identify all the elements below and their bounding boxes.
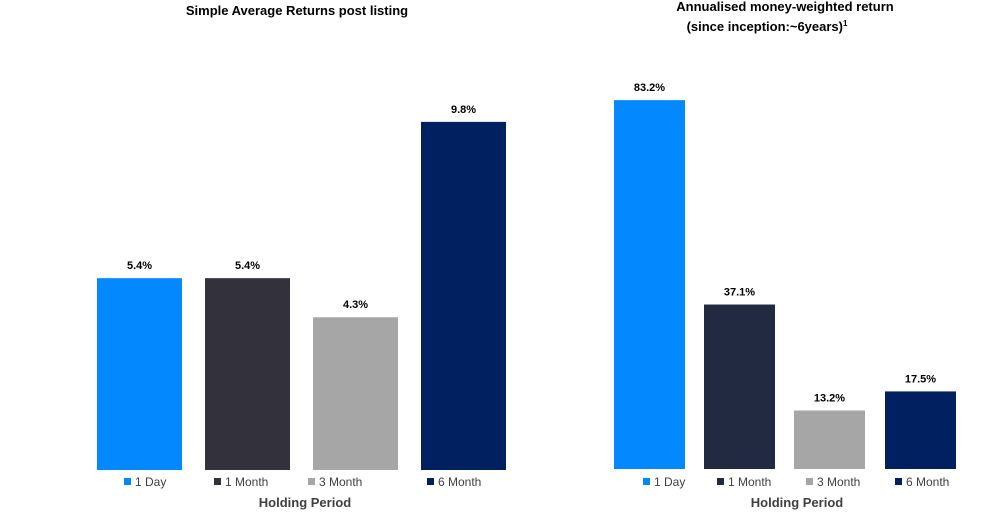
chart-right-x-axis-label: Holding Period xyxy=(751,495,844,510)
chart-left-data-labels: 5.4% 5.4% 4.3% 9.8% xyxy=(127,104,476,311)
chart-left: Simple Average Returns post listing 5.4%… xyxy=(97,3,506,510)
chart-right-legend-swatch-3-month xyxy=(806,478,813,485)
chart-right: Annualised money-weighted return (since … xyxy=(614,0,956,510)
chart-left-bar-3-month xyxy=(313,317,398,470)
chart-right-legend-label-6-month: 6 Month xyxy=(906,475,949,489)
chart-right-legend-label-3-month: 3 Month xyxy=(817,475,860,489)
chart-right-bars xyxy=(614,100,956,469)
chart-left-bar-1-day xyxy=(97,278,182,470)
chart-right-title: Annualised money-weighted return xyxy=(676,0,893,14)
chart-right-subtitle-footnote: 1 xyxy=(843,19,848,28)
chart-right-legend-label-1-day: 1 Day xyxy=(654,475,685,489)
chart-right-legend-swatch-6-month xyxy=(895,478,902,485)
chart-left-legend: 1 Day 1 Month 3 Month 6 Month xyxy=(124,475,481,489)
chart-right-bar-3-month xyxy=(794,410,865,469)
chart-left-x-axis-label: Holding Period xyxy=(259,495,352,510)
chart-left-bar-6-month xyxy=(421,121,506,470)
chart-left-legend-swatch-1-month xyxy=(214,478,221,485)
chart-right-data-label-1-day: 83.2% xyxy=(634,82,665,94)
chart-right-subtitle-line: (since inception:~6years)1 xyxy=(687,19,848,34)
chart-right-data-label-6-month: 17.5% xyxy=(905,373,936,385)
chart-right-bar-1-month xyxy=(704,304,775,469)
chart-left-legend-label-3-month: 3 Month xyxy=(319,475,362,489)
chart-left-data-label-6-month: 9.8% xyxy=(451,104,476,116)
chart-right-bar-6-month xyxy=(885,391,956,469)
chart-right-legend: 1 Day 1 Month 3 Month 6 Month xyxy=(643,475,949,489)
chart-left-legend-label-6-month: 6 Month xyxy=(438,475,481,489)
chart-left-legend-swatch-6-month xyxy=(427,478,434,485)
chart-right-legend-label-1-month: 1 Month xyxy=(728,475,771,489)
chart-left-data-label-3-month: 4.3% xyxy=(343,299,368,311)
chart-right-data-label-1-month: 37.1% xyxy=(724,287,755,299)
chart-right-subtitle: (since inception:~6years) xyxy=(687,19,843,34)
chart-right-data-label-3-month: 13.2% xyxy=(814,392,845,404)
chart-left-legend-swatch-1-day xyxy=(124,478,131,485)
chart-left-legend-label-1-month: 1 Month xyxy=(225,475,268,489)
chart-left-bar-1-month xyxy=(205,278,290,470)
chart-left-bars xyxy=(97,121,506,470)
chart-left-legend-swatch-3-month xyxy=(308,478,315,485)
chart-right-data-labels: 83.2% 37.1% 13.2% 17.5% xyxy=(634,82,936,404)
chart-right-bar-1-day xyxy=(614,100,685,469)
chart-left-data-label-1-month: 5.4% xyxy=(235,260,260,272)
chart-right-legend-swatch-1-day xyxy=(643,478,650,485)
chart-left-legend-label-1-day: 1 Day xyxy=(135,475,166,489)
chart-left-title: Simple Average Returns post listing xyxy=(186,3,408,18)
chart-right-legend-swatch-1-month xyxy=(717,478,724,485)
chart-left-data-label-1-day: 5.4% xyxy=(127,260,152,272)
